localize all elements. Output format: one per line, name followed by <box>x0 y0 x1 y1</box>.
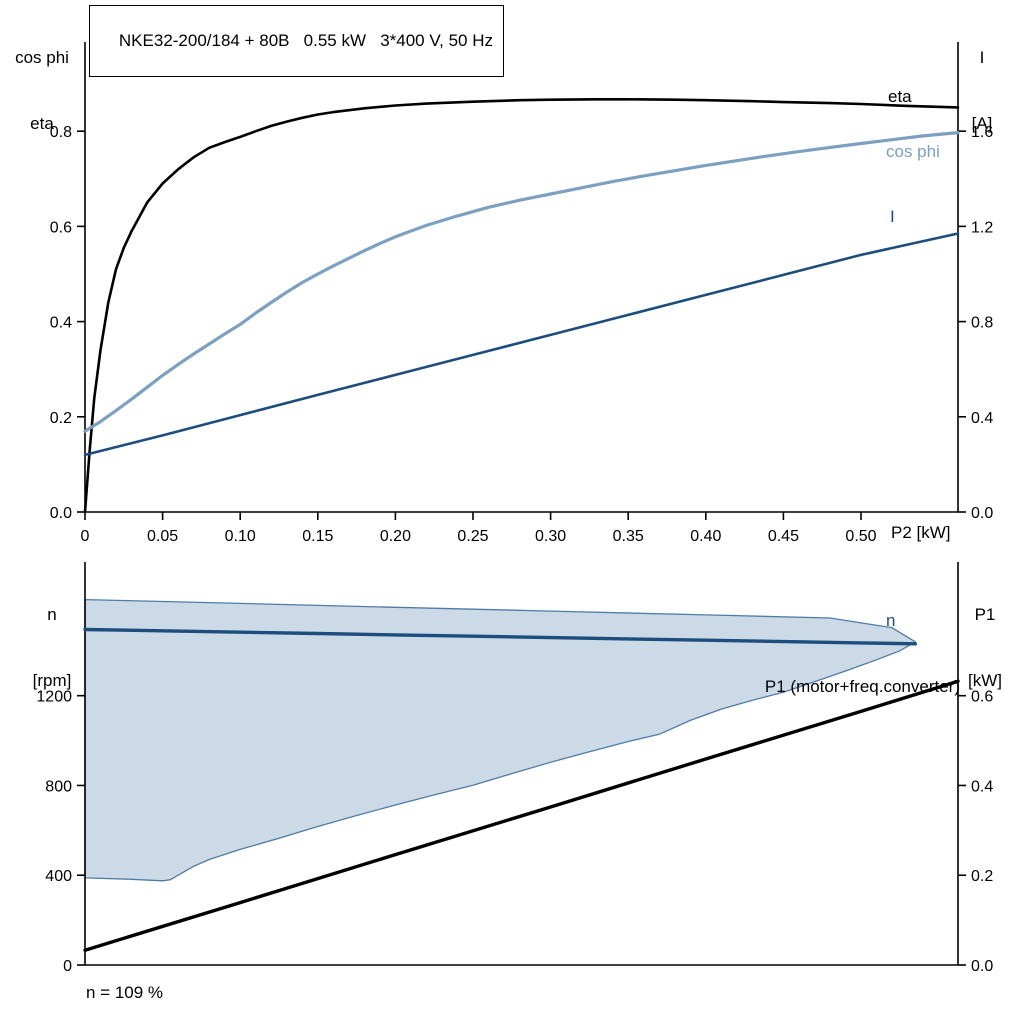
tick-label: 0.0 <box>971 958 993 975</box>
top-right-axis-label: I [A] <box>951 3 1013 179</box>
tick-label: 1.2 <box>971 219 993 236</box>
tick-label: 0.25 <box>457 528 488 545</box>
tick-label: 800 <box>45 778 72 795</box>
curve-cos-phi <box>83 131 960 433</box>
curve-p1 <box>83 679 960 952</box>
tick-label: 0.6 <box>971 689 993 706</box>
tick-label: 0.05 <box>147 528 178 545</box>
tick-label: 0.2 <box>971 868 993 885</box>
curve-label-current: I <box>890 207 895 226</box>
bottom-left-axis-label: n [rpm] <box>14 560 90 736</box>
speed-percent-note: n = 109 % <box>86 983 164 1002</box>
chart-title: NKE32-200/184 + 80B 0.55 kW 3*400 V, 50 … <box>118 31 493 50</box>
tick-label: 0.4 <box>50 315 72 332</box>
axis-label-p1: P1 <box>974 605 996 624</box>
axis-label-current: I <box>979 48 985 67</box>
x-axis-label: P2 [kW] <box>891 523 951 542</box>
top-left-axis-label: cos phi eta <box>6 3 78 179</box>
curve-n <box>83 627 917 646</box>
tick-label: 0.2 <box>50 410 72 427</box>
curve-label-speed: n <box>886 611 896 630</box>
tick-label: 0.35 <box>613 528 644 545</box>
curve-i <box>83 232 960 457</box>
tick-label: 0.0 <box>50 505 72 522</box>
tick-label: 0.8 <box>50 124 72 141</box>
axis-label-eta: eta <box>30 114 54 133</box>
tick-label: 0.40 <box>690 528 721 545</box>
tick-label: 0.50 <box>845 528 876 545</box>
tick-label: 0.15 <box>302 528 333 545</box>
tick-label: 0.0 <box>971 505 993 522</box>
axis-label-rpm-unit: [rpm] <box>32 671 72 690</box>
tick-label: 0.4 <box>971 778 993 795</box>
tick-label: 0.8 <box>971 315 993 332</box>
axis-label-speed: n <box>47 605 57 624</box>
curve-label-cosphi: cos phi <box>886 142 940 161</box>
tick-label: 0.6 <box>50 219 72 236</box>
tick-label: 1.6 <box>971 124 993 141</box>
tick-label: 0.10 <box>225 528 256 545</box>
curve-label-eta: eta <box>888 87 912 106</box>
axis-label-cosphi: cos phi <box>15 48 69 67</box>
axis-label-ampere-unit: [A] <box>971 114 993 133</box>
tick-label: 0 <box>63 958 72 975</box>
tick-label: 1200 <box>36 689 72 706</box>
curve-eta <box>83 98 960 514</box>
curve-label-p1: P1 (motor+freq.converter) <box>764 677 960 696</box>
tick-label: 0.20 <box>380 528 411 545</box>
tick-label: 0.45 <box>768 528 799 545</box>
bottom-right-axis-label: P1 [kW] <box>952 560 1018 736</box>
tick-label: 0.30 <box>535 528 566 545</box>
chart-title-box: NKE32-200/184 + 80B 0.55 kW 3*400 V, 50 … <box>89 5 504 77</box>
tick-label: 0 <box>81 528 90 545</box>
tick-label: 0.4 <box>971 410 993 427</box>
axis-label-kw-unit: [kW] <box>968 671 1002 690</box>
tick-label: 400 <box>45 868 72 885</box>
speed-control-range-band <box>84 598 916 882</box>
